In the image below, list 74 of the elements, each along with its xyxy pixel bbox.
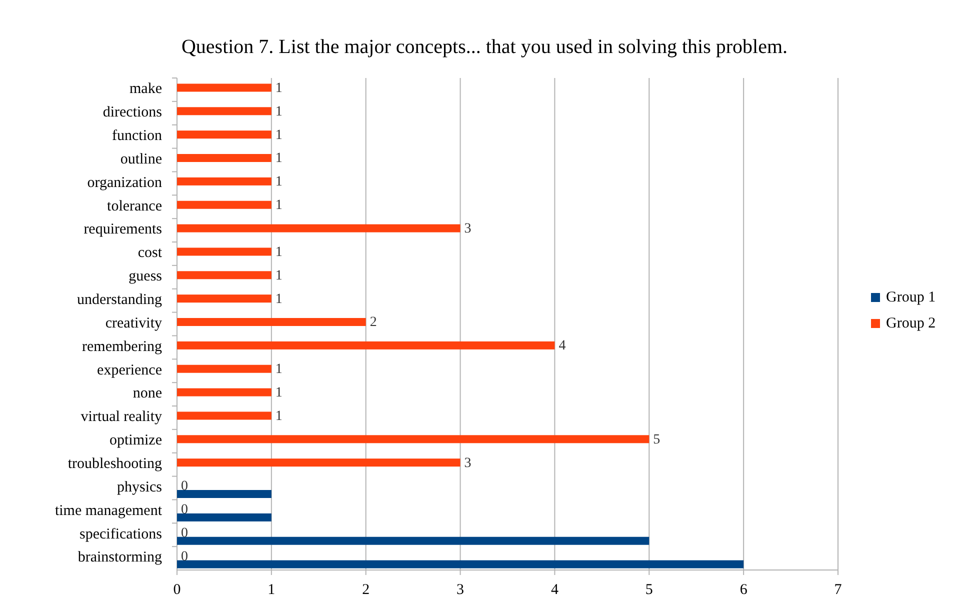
y-tick-label: creativity (105, 315, 162, 332)
data-label: 1 (275, 151, 282, 166)
chart-title: Question 7. List the major concepts... that you used in solving this problem. (181, 36, 788, 58)
data-label: 5 (653, 432, 660, 448)
bar (177, 435, 650, 444)
data-label: 1 (275, 362, 282, 378)
data-label: 0 (181, 502, 188, 518)
legend-label: Group 1 (886, 289, 936, 306)
data-label: 1 (275, 408, 282, 424)
bar (177, 200, 272, 209)
data-label: 1 (275, 268, 282, 284)
data-label: 0 (181, 479, 188, 494)
y-tick-label: cost (138, 245, 163, 262)
data-label: 1 (275, 386, 282, 401)
bar (177, 294, 272, 303)
y-tick-label: brainstorming (78, 550, 162, 566)
y-tick-label: physics (117, 479, 162, 496)
x-tick-label: 0 (173, 582, 181, 598)
data-label: 1 (275, 244, 282, 260)
bar (177, 154, 272, 162)
bar (177, 318, 366, 326)
data-label: 1 (275, 80, 282, 96)
y-tick-label: none (132, 386, 162, 402)
bar (177, 364, 272, 373)
x-tick-label: 5 (645, 582, 653, 598)
data-label: 1 (275, 292, 282, 307)
bar (177, 412, 272, 420)
y-tick-label: virtual reality (80, 409, 162, 426)
y-tick-label: remembering (82, 338, 162, 355)
x-tick-label: 2 (362, 582, 370, 598)
bar (177, 536, 650, 545)
bar (177, 130, 272, 139)
y-tick-label: directions (102, 104, 162, 121)
data-label: 3 (464, 456, 472, 471)
bar (177, 458, 460, 467)
bar (177, 107, 272, 116)
y-tick-label: time management (54, 502, 163, 519)
y-tick-label: optimize (110, 432, 162, 449)
data-label: 3 (464, 222, 472, 237)
data-label: 1 (275, 174, 282, 190)
bar (177, 177, 272, 186)
y-tick-label: guess (128, 268, 162, 285)
x-tick-label: 3 (456, 582, 464, 598)
bar (177, 513, 272, 522)
x-tick-label: 7 (834, 582, 842, 598)
x-tick-label: 6 (740, 582, 748, 598)
y-tick-label: specifications (80, 526, 162, 542)
y-tick-label: function (112, 128, 162, 144)
x-tick-label: 1 (268, 582, 276, 598)
x-tick-label: 4 (550, 582, 559, 598)
y-tick-label: requirements (84, 222, 162, 238)
data-label: 2 (370, 315, 377, 330)
data-label: 0 (181, 550, 188, 565)
bar (177, 224, 460, 232)
data-label: 1 (275, 104, 282, 120)
y-tick-label: make (130, 81, 162, 98)
y-tick-label: organization (87, 174, 162, 191)
bar (177, 84, 272, 92)
bar (177, 490, 272, 498)
y-tick-label: outline (120, 151, 162, 168)
legend-label: Group 2 (886, 315, 936, 332)
y-tick-label: understanding (77, 292, 162, 308)
y-tick-label: tolerance (107, 198, 162, 214)
bar (177, 271, 272, 280)
bar (177, 388, 272, 396)
y-tick-label: troubleshooting (68, 456, 162, 472)
data-label: 1 (275, 198, 282, 214)
bar (177, 248, 272, 256)
data-label: 0 (181, 526, 188, 542)
data-label: 1 (275, 128, 282, 143)
data-label: 4 (558, 338, 566, 354)
y-tick-label: experience (97, 362, 162, 378)
bar (177, 341, 555, 350)
bar (177, 560, 744, 568)
